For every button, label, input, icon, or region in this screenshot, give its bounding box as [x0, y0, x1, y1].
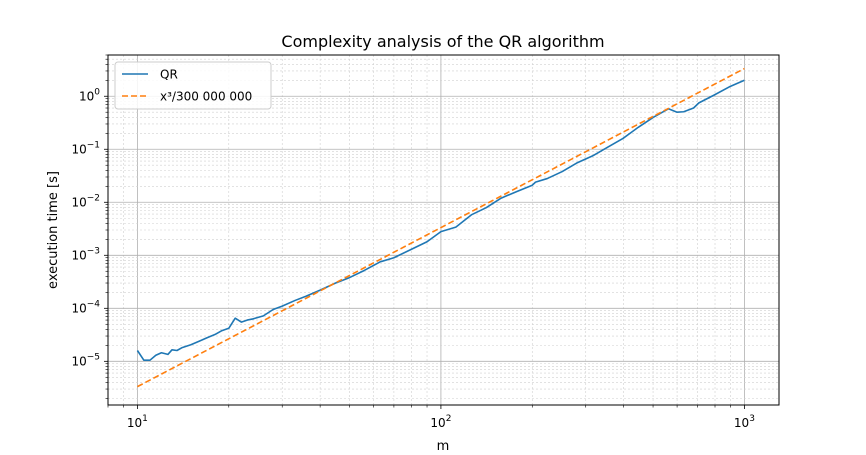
legend-box	[114, 61, 272, 110]
y-axis-label: execution time [s]	[46, 171, 61, 289]
legend-label: x³/300 000 000	[160, 90, 252, 104]
x-tick-label: 102	[430, 414, 451, 430]
x-tick-label: 101	[127, 414, 148, 430]
y-tick-label: 10−4	[71, 299, 100, 315]
x-tick-label: 103	[734, 414, 755, 430]
y-tick-label: 100	[79, 87, 100, 103]
y-tick-label: 10−1	[71, 140, 100, 156]
chart-title: Complexity analysis of the QR algorithm	[281, 32, 604, 51]
tick-layer: 101 102 103 10−5 10−4 10−3 10−2 10−1 100	[71, 54, 755, 430]
legend: QR x³/300 000 000	[114, 61, 272, 110]
y-tick-label: 10−3	[71, 246, 100, 262]
series-layer	[136, 67, 745, 388]
legend-label: QR	[160, 68, 178, 82]
x-axis-label: m	[437, 439, 450, 454]
y-tick-label: 10−2	[71, 193, 100, 209]
y-tick-label: 10−5	[71, 352, 100, 368]
grid-lines	[107, 54, 779, 405]
reference-curve	[137, 67, 745, 388]
qr-timing-line	[136, 79, 745, 362]
